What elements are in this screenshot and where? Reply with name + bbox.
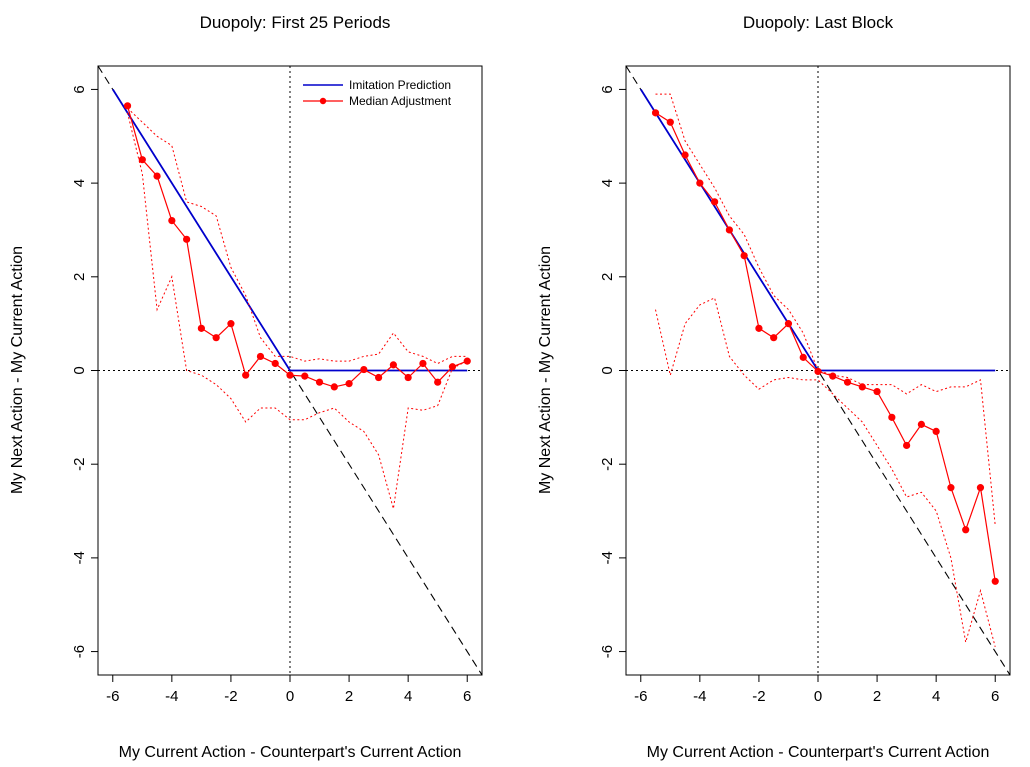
x-tick-label: -2: [224, 688, 237, 705]
median-adjustment-point: [345, 380, 353, 388]
x-tick-label: -6: [106, 688, 119, 705]
median-adjustment-line: [655, 112, 996, 582]
median-adjustment-point: [917, 420, 925, 428]
panel-last-block: Duopoly: Last Block My Current Action - …: [537, 13, 1011, 761]
y-tick-label: -6: [599, 645, 616, 658]
median-adjustment-point: [153, 172, 161, 180]
median-adjustment-point: [330, 383, 338, 391]
y-tick-label: 6: [599, 85, 616, 93]
median-adjustment-point: [829, 372, 837, 380]
x-tick-label: -4: [693, 688, 706, 705]
median-adjustment-point: [271, 359, 279, 368]
x-tick-label: 4: [932, 688, 940, 705]
plot-area: -6 -4 -2 0 2 4 6 -6 -4 -2 0 2 4 6: [71, 65, 483, 705]
median-adjustment-point: [227, 320, 235, 328]
median-adjustment-point: [168, 216, 176, 225]
median-adjustment-point: [138, 156, 146, 164]
median-adjustment-point: [740, 252, 748, 260]
median-adjustment-point: [888, 413, 896, 421]
median-adjustment-point: [448, 363, 457, 371]
median-adjustment-point: [286, 371, 294, 379]
median-adjustment-point: [873, 387, 881, 396]
y-tick-label: 2: [599, 273, 616, 281]
median-adjustment-point: [858, 383, 866, 391]
quartile-band-line: [655, 297, 996, 648]
median-adjustment-point: [666, 118, 674, 126]
median-adjustment-point: [711, 198, 719, 206]
x-tick-label: 6: [991, 688, 999, 705]
y-tick-label: -4: [599, 551, 616, 564]
median-adjustment-point: [903, 441, 911, 450]
median-adjustment-point: [315, 378, 324, 386]
median-adjustment-point: [814, 367, 822, 376]
median-adjustment-point: [784, 320, 793, 328]
x-tick-label: 0: [814, 688, 822, 705]
quartile-band-line: [127, 107, 468, 365]
median-adjustment-point: [651, 109, 660, 117]
x-tick-label: -4: [165, 688, 178, 705]
median-adjustment-point: [991, 577, 999, 585]
y-axis-label: My Next Action - My Current Action: [537, 246, 554, 494]
quartile-band-line: [127, 112, 468, 509]
median-adjustment-point: [301, 372, 309, 380]
median-adjustment-point: [256, 352, 265, 361]
median-adjustment-point: [725, 226, 733, 234]
panel-first-25-periods: Duopoly: First 25 Periods My Current Act…: [9, 13, 483, 761]
y-tick-label: 0: [599, 366, 616, 374]
legend-frame: [300, 74, 480, 116]
median-adjustment-line: [126, 105, 468, 388]
median-adjustment-point: [419, 359, 427, 368]
y-axis-label: My Next Action - My Current Action: [9, 246, 26, 494]
y-tick-label: -6: [71, 645, 88, 658]
median-adjustment-point: [463, 357, 471, 365]
quartile-band-line: [655, 93, 996, 526]
median-adjustment-point: [434, 378, 442, 386]
y-tick-label: 0: [71, 366, 88, 374]
x-tick-label: 4: [404, 688, 412, 705]
median-adjustment-point: [976, 484, 985, 492]
median-adjustment-point: [962, 526, 970, 534]
plot-area: -6 -4 -2 0 2 4 6 -6 -4 -2 0 2 4 6: [599, 65, 1011, 705]
legend-label-imitation: Imitation Prediction: [349, 78, 451, 92]
median-adjustment-point: [696, 179, 704, 187]
x-tick-label: -6: [634, 688, 647, 705]
panel-title: Duopoly: Last Block: [743, 13, 894, 32]
x-axis-label: My Current Action - Counterpart's Curren…: [647, 744, 990, 761]
y-tick-label: -2: [599, 458, 616, 471]
y-tick-label: 6: [71, 85, 88, 93]
median-adjustment-point: [404, 373, 412, 382]
y-tick-label: 4: [71, 179, 88, 187]
median-adjustment-point: [212, 334, 220, 342]
median-adjustment-point: [183, 235, 191, 243]
legend-label-median: Median Adjustment: [349, 94, 452, 108]
median-adjustment-point: [123, 102, 132, 110]
legend-swatch-median-point: [319, 97, 327, 105]
legend: Imitation Prediction Median Adjustment: [300, 74, 480, 116]
panel-title: Duopoly: First 25 Periods: [200, 13, 391, 32]
median-adjustment-point: [375, 373, 383, 382]
median-adjustment-point: [197, 324, 205, 332]
median-adjustment-point: [755, 324, 763, 332]
median-adjustment-point: [932, 427, 940, 435]
x-axis-label: My Current Action - Counterpart's Curren…: [119, 744, 462, 761]
median-adjustment-point: [681, 151, 689, 159]
y-tick-label: -4: [71, 551, 88, 564]
x-tick-label: 6: [463, 688, 471, 705]
median-adjustment-point: [843, 378, 852, 386]
y-tick-label: 2: [71, 273, 88, 281]
x-tick-label: 2: [345, 688, 353, 705]
x-tick-label: 2: [873, 688, 881, 705]
median-adjustment-point: [389, 361, 397, 369]
y-tick-label: -2: [71, 458, 88, 471]
median-adjustment-point: [770, 334, 778, 342]
median-adjustment-point: [242, 371, 250, 379]
x-tick-label: -2: [752, 688, 765, 705]
x-tick-label: 0: [286, 688, 294, 705]
median-adjustment-point: [799, 353, 807, 361]
median-adjustment-point: [360, 365, 368, 374]
imitation-prediction-line: [112, 88, 468, 372]
median-adjustment-point: [947, 484, 955, 492]
y-tick-label: 4: [599, 179, 616, 187]
